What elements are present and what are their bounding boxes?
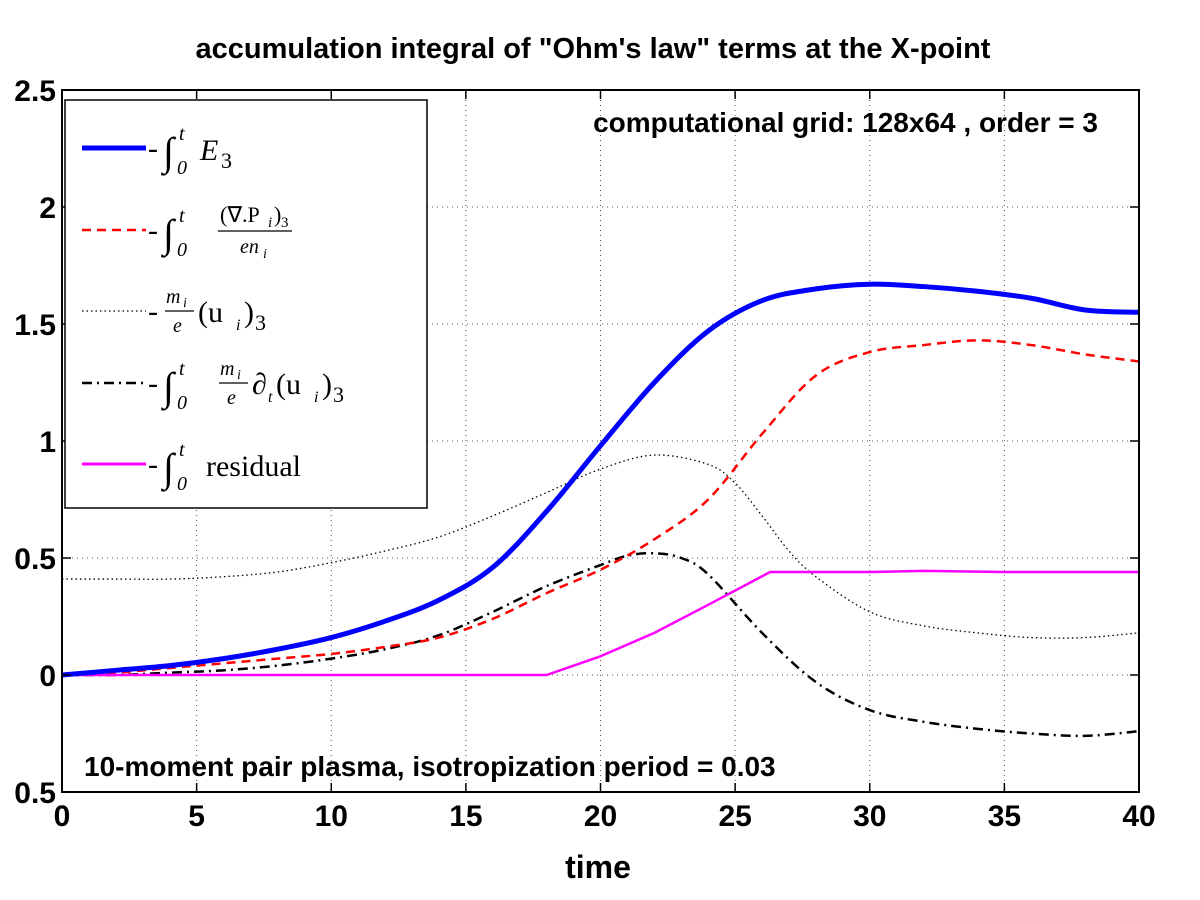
x-tick-label: 20 (584, 800, 617, 833)
y-tick-label: 0 (39, 660, 56, 693)
y-tick-label: 0.5 (14, 777, 56, 810)
series-dtvelocity (61, 551, 1140, 738)
integral-lower: 0 (177, 392, 187, 414)
y-tick-label: 1 (39, 426, 56, 459)
legend-minus: - (148, 132, 158, 165)
legend-label-e3: E (199, 134, 218, 167)
pressure-denominator: en (240, 236, 259, 258)
integral-sign: ∫ (160, 364, 177, 411)
integral-sign: ∫ (160, 129, 177, 176)
pressure-numerator-sub: i (268, 215, 272, 231)
legend-box (64, 99, 428, 509)
legend-minus: - (148, 295, 158, 328)
dtvelocity-partial-sub: t (268, 389, 273, 406)
series-layer (61, 281, 1140, 738)
integral-upper: t (179, 205, 185, 227)
legend-label-residual: residual (206, 450, 301, 483)
pressure-numerator-sub3: 3 (281, 215, 289, 231)
y-tick-label: 1.5 (14, 309, 56, 342)
series-residual (62, 569, 1139, 677)
series-velocity (62, 454, 1140, 639)
x-axis-label: time (565, 849, 631, 885)
velocity-numerator-sub: i (183, 296, 187, 311)
grid-annotation: computational grid: 128x64 , order = 3 (593, 107, 1098, 138)
y-tick-label: 2 (39, 192, 56, 225)
plasma-annotation: 10-moment pair plasma, isotropization pe… (84, 751, 776, 782)
velocity-term-sub3: 3 (255, 310, 266, 335)
x-tick-label: 30 (853, 800, 886, 833)
velocity-numerator: m (166, 286, 180, 308)
legend-minus: - (148, 214, 158, 247)
integral-sign: ∫ (160, 445, 177, 492)
x-tick-label: 0 (54, 800, 71, 833)
integral-lower: 0 (177, 157, 187, 179)
legend-entry-residual: - ∫ t 0 residual (82, 439, 301, 495)
legend-entry-dtvelocity: - ∫ t 0 m i e ∂ t (u i ) 3 (82, 358, 344, 414)
tick-labels: 0 5 10 15 20 25 30 35 400.500.511.522.5 (14, 75, 1155, 833)
velocity-denominator: e (173, 315, 182, 337)
integral-sign: ∫ (160, 211, 177, 258)
y-tick-label: 2.5 (14, 75, 56, 108)
x-tick-label: 15 (449, 800, 482, 833)
legend-entry-velocity: - m i e (u i ) 3 (82, 286, 266, 337)
dtvelocity-term-sub3: 3 (333, 382, 344, 407)
velocity-term: (u (198, 296, 223, 329)
x-tick-label: 25 (718, 800, 751, 833)
legend-entry-pressure: - ∫ t 0 (∇.P i ) 3 en i (82, 202, 292, 262)
legend-minus: - (148, 448, 158, 481)
dtvelocity-term: (u (276, 368, 301, 401)
integral-upper: t (179, 439, 185, 461)
velocity-term-sub: i (236, 317, 240, 334)
x-tick-label: 5 (188, 800, 205, 833)
integral-upper: t (179, 123, 185, 145)
dtvelocity-term-end: ) (322, 368, 332, 401)
dtvelocity-numerator: m (220, 358, 234, 380)
series-e3 (61, 281, 1140, 678)
dtvelocity-term-sub: i (314, 389, 318, 406)
dtvelocity-numerator-sub: i (237, 368, 241, 383)
y-tick-label: 0.5 (14, 543, 56, 576)
velocity-term-end: ) (244, 296, 254, 329)
legend-minus: - (148, 367, 158, 400)
legend: - ∫ t 0 E 3 - ∫ t 0 (∇.P i ) 3 en i - m (64, 99, 428, 509)
x-tick-label: 10 (315, 800, 348, 833)
chart-title: accumulation integral of "Ohm's law" ter… (196, 33, 991, 65)
x-tick-label: 40 (1122, 800, 1155, 833)
x-tick-label: 35 (988, 800, 1021, 833)
pressure-denominator-sub: i (263, 247, 267, 262)
series-pressure (61, 339, 1140, 677)
integral-lower: 0 (177, 473, 187, 495)
legend-label-e3-sub: 3 (221, 148, 232, 173)
pressure-numerator-end: ) (274, 202, 281, 227)
integral-upper: t (179, 358, 185, 380)
integral-lower: 0 (177, 239, 187, 261)
pressure-numerator: (∇.P (220, 202, 260, 227)
legend-entry-e3: - ∫ t 0 E 3 (82, 123, 232, 179)
dtvelocity-denominator: e (227, 387, 236, 409)
dtvelocity-partial: ∂ (252, 368, 267, 401)
